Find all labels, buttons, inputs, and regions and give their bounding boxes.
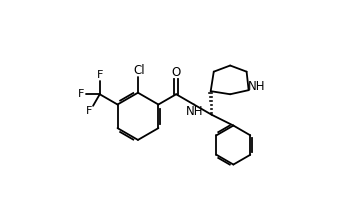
Text: F: F bbox=[97, 70, 103, 80]
Text: NH: NH bbox=[185, 105, 203, 118]
Text: NH: NH bbox=[248, 80, 266, 93]
Text: F: F bbox=[78, 89, 84, 99]
Text: O: O bbox=[171, 66, 181, 79]
Text: Cl: Cl bbox=[133, 64, 145, 77]
Text: F: F bbox=[86, 106, 92, 116]
